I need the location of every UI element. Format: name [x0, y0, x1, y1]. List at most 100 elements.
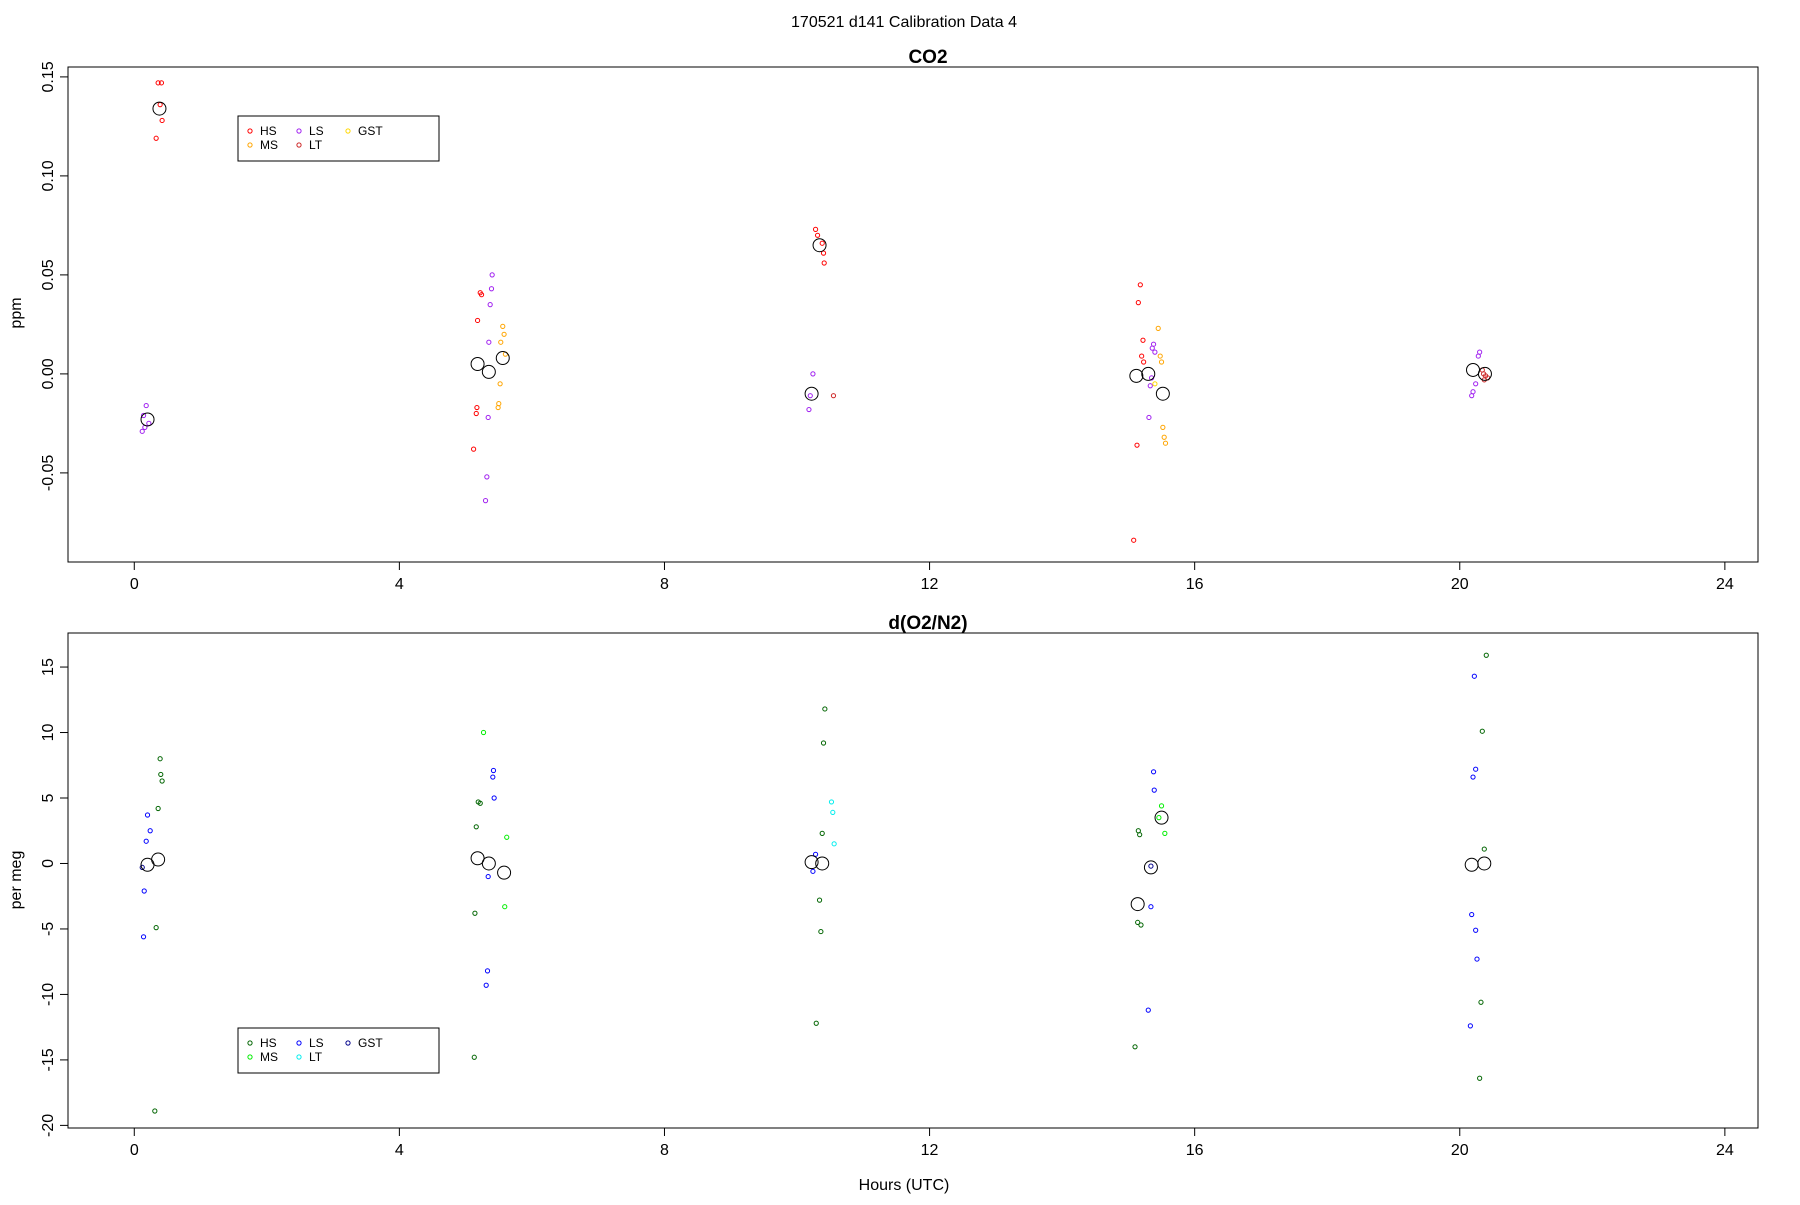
o2n2-point-ls	[143, 838, 149, 844]
co2-point-ms	[498, 339, 504, 345]
co2-mean-marker	[152, 101, 167, 116]
co2-legend-marker	[296, 128, 302, 134]
o2n2-point-hs	[1481, 846, 1487, 852]
co2-point-hs	[1139, 353, 1145, 359]
co2-point-ls	[807, 393, 813, 399]
o2n2-legend-label: MS	[260, 1050, 278, 1064]
co2-point-hs	[473, 410, 479, 417]
co2-y-axis: -0.05 0.00 0.05 0.10 0.15	[40, 61, 69, 491]
o2n2-legend-marker	[345, 1040, 351, 1046]
co2-point-ls	[806, 406, 812, 413]
co2-x-tick-label: 20	[1451, 576, 1469, 593]
co2-point-hs	[1134, 442, 1140, 448]
o2n2-panel: d(O2/N2) per meg Hours (UTC) 0 4 8 12 16 20 24…	[8, 613, 1759, 1194]
o2n2-point-ls	[491, 795, 497, 801]
o2n2-y-tick-label: 10	[40, 724, 57, 742]
co2-mean-marker	[495, 351, 510, 366]
o2n2-mean-marker	[804, 855, 819, 870]
o2n2-y-axis: -20 -15 -10 -5 0 5 10 15	[40, 658, 69, 1137]
o2n2-point-ls	[485, 873, 491, 880]
co2-points	[139, 80, 1491, 543]
co2-x-tick-label: 24	[1716, 576, 1734, 593]
co2-point-hs	[474, 404, 480, 411]
co2-point-ls	[487, 302, 493, 308]
o2n2-mean-marker	[815, 856, 830, 871]
co2-point-gst	[1152, 381, 1158, 387]
co2-point-ls	[1475, 353, 1481, 359]
o2n2-legend-label: LT	[309, 1050, 323, 1064]
o2n2-point-ls	[147, 828, 153, 834]
co2-legend-label: HS	[260, 124, 277, 138]
co2-point-hs	[819, 240, 825, 246]
co2-mean-marker	[481, 364, 496, 379]
co2-point-ms	[500, 323, 506, 329]
o2n2-point-ls	[144, 812, 151, 818]
o2n2-point-hs	[822, 706, 828, 712]
o2n2-point-ls	[490, 767, 497, 774]
o2n2-panel-title: d(O2/N2)	[888, 613, 967, 634]
co2-point-ms	[1157, 353, 1163, 359]
co2-x-tick-label: 4	[395, 576, 404, 593]
o2n2-y-tick-label: -15	[40, 1048, 57, 1071]
co2-point-lt	[830, 393, 837, 399]
o2n2-point-hs	[1478, 999, 1484, 1005]
o2n2-y-tick-label: 0	[40, 859, 57, 868]
o2n2-mean-marker	[1477, 856, 1492, 871]
o2n2-legend-label: LS	[309, 1036, 324, 1050]
o2n2-point-ls	[140, 934, 147, 940]
o2n2-y-tick-label: 15	[40, 658, 57, 676]
co2-point-ls	[484, 474, 490, 480]
o2n2-point-hs	[1138, 922, 1144, 928]
o2n2-x-tick-label: 12	[921, 1142, 939, 1159]
o2n2-point-ls	[810, 868, 816, 874]
o2n2-point-hs	[1135, 919, 1141, 926]
co2-legend-marker	[296, 142, 302, 148]
o2n2-point-hs	[157, 756, 163, 762]
co2-point-hs	[153, 135, 159, 141]
o2n2-point-ms	[1156, 815, 1162, 821]
co2-mean-marker	[470, 357, 485, 371]
o2n2-point-gst	[1148, 863, 1154, 869]
co2-point-hs	[158, 80, 165, 86]
co2-point-ls	[1152, 349, 1158, 355]
co2-legend-marker	[247, 142, 253, 148]
co2-x-tick-label: 8	[660, 576, 669, 593]
co2-point-ls	[1473, 381, 1479, 387]
co2-mean-markers	[140, 101, 1492, 427]
co2-point-ms	[1161, 434, 1167, 440]
o2n2-legend-label: HS	[260, 1036, 277, 1050]
co2-point-ls	[482, 498, 489, 504]
co2-mean-marker	[140, 412, 155, 427]
co2-point-ls	[485, 414, 491, 421]
o2n2-point-gst	[139, 864, 145, 871]
co2-point-ls	[486, 339, 492, 345]
o2n2-point-hs	[1137, 832, 1143, 838]
co2-mean-marker	[804, 386, 819, 401]
o2n2-mean-marker	[1130, 897, 1145, 912]
o2n2-point-lt	[831, 841, 837, 847]
o2n2-x-tick-label: 24	[1716, 1142, 1734, 1159]
co2-point-hs	[821, 260, 827, 266]
o2n2-point-ls	[1474, 956, 1480, 962]
o2n2-point-ms	[502, 904, 508, 910]
co2-x-tick-label: 12	[921, 576, 939, 593]
co2-point-ls	[489, 272, 495, 278]
co2-point-ms	[1160, 424, 1166, 430]
co2-point-hs	[159, 117, 165, 124]
o2n2-x-tick-label: 16	[1186, 1142, 1204, 1159]
co2-y-tick-label: 0.10	[40, 160, 57, 191]
co2-point-hs	[812, 226, 819, 232]
o2n2-y-tick-label: -5	[40, 922, 57, 936]
co2-point-ls	[139, 428, 145, 434]
co2-point-hs	[474, 317, 481, 324]
co2-x-tick-label: 0	[130, 576, 139, 593]
o2n2-point-ms	[480, 729, 487, 736]
co2-legend-label: MS	[260, 138, 278, 152]
o2n2-point-hs	[471, 1054, 477, 1060]
o2n2-point-hs	[813, 1020, 819, 1026]
co2-point-hs	[1137, 282, 1143, 288]
o2n2-point-hs	[1479, 728, 1485, 734]
co2-point-ls	[1147, 383, 1153, 389]
